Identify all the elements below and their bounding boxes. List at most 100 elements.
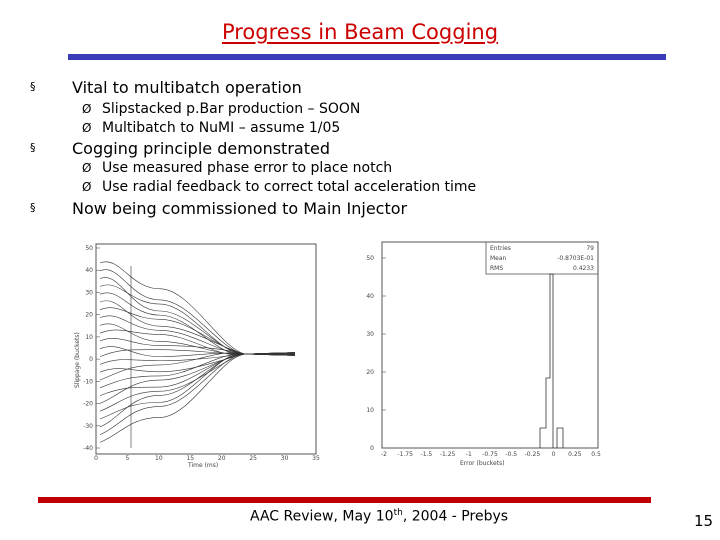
slippage-trajectory: [99, 353, 296, 412]
slippage-trajectory: [99, 269, 296, 355]
slippage-trajectory: [99, 261, 296, 355]
slippage-trajectory: [99, 292, 296, 355]
arrow-bullet-icon: Ø: [82, 121, 92, 135]
x-tick-label: -0.25: [525, 451, 541, 458]
histogram-bars: [539, 273, 564, 448]
slippage-trajectory: [99, 323, 296, 355]
bullet-text: Vital to multibatch operation: [72, 78, 302, 97]
stats-mean-label: Mean: [490, 255, 507, 262]
y-tick-labels: 50 40 30 20 10 0: [366, 255, 386, 452]
bullet-marker: §: [30, 201, 36, 214]
sub-bullet-text: Slipstacked p.Bar production – SOON: [102, 101, 361, 117]
slippage-trajectory: [99, 352, 296, 381]
x-tick-label: -1.5: [421, 451, 433, 458]
y-tick-label: 30: [85, 289, 93, 296]
x-tick-label: 30: [281, 455, 289, 462]
slippage-trajectory: [99, 307, 296, 355]
slippage-trajectory: [99, 353, 296, 404]
x-tick-label: -0.5: [505, 451, 517, 458]
x-tick-labels: 0 5 10 15 20 25 30 35: [94, 455, 320, 462]
sub-bullet-1-1: Ø Slipstacked p.Bar production – SOON: [82, 101, 360, 117]
slippage-trajectory: [99, 349, 296, 357]
slippage-trajectory: [99, 353, 296, 435]
y-tick-label: 0: [89, 356, 93, 363]
bullet-text: Now being commissioned to Main Injector: [72, 199, 408, 218]
stats-mean-value: -0.8703E-01: [557, 255, 594, 262]
slippage-trajectory: [99, 353, 296, 443]
slippage-curves: [99, 261, 296, 448]
arrow-bullet-icon: Ø: [82, 161, 92, 175]
sub-bullet-2-1: Ø Use measured phase error to place notch: [82, 160, 392, 176]
x-tick-label: 0: [552, 451, 556, 458]
stats-rms-value: 0.4233: [573, 265, 594, 272]
y-tick-label: 40: [366, 293, 374, 300]
stats-entries-value: 79: [586, 245, 594, 252]
footer-text: AAC Review, May 10th, 2004 - Prebys: [250, 508, 508, 525]
sub-bullet-text: Use radial feedback to correct total acc…: [102, 179, 477, 195]
sub-bullet-2-2: Ø Use radial feedback to correct total ac…: [82, 179, 476, 195]
sub-bullet-text: Use measured phase error to place notch: [102, 160, 393, 176]
x-axis-label: Time (ms): [187, 462, 218, 469]
x-tick-label: -0.75: [482, 451, 498, 458]
y-tick-label: 30: [366, 331, 374, 338]
x-tick-label: -2: [381, 451, 387, 458]
x-tick-label: 0.25: [568, 451, 582, 458]
x-tick-label: -1.25: [440, 451, 456, 458]
plot-frame: [95, 243, 317, 455]
x-tick-label: -1: [466, 451, 472, 458]
slippage-trajectory: [99, 300, 296, 355]
arrow-bullet-icon: Ø: [82, 180, 92, 194]
page-number: 15: [694, 512, 714, 530]
slippage-trajectory: [99, 352, 296, 389]
sub-bullet-text: Multibatch to NuMI – assume 1/05: [102, 120, 341, 136]
slippage-trajectory: [99, 353, 296, 428]
x-axis-label: Error (buckets): [460, 460, 505, 467]
y-tick-label: 40: [85, 267, 93, 274]
slippage-trajectory: [99, 338, 296, 355]
x-tick-labels: -2 -1.75 -1.5 -1.25 -1 -0.75 -0.5 -0.25 0 0.25 0.5: [381, 451, 601, 458]
y-tick-label: 10: [366, 407, 374, 414]
bullet-marker: §: [30, 80, 36, 93]
slippage-trajectory: [99, 329, 296, 356]
plot-frame: [381, 241, 599, 449]
y-tick-label: -20: [83, 401, 93, 408]
stats-box: Entries 79 Mean -0.8703E-01 RMS 0.4233: [485, 241, 599, 275]
x-tick-label: -1.75: [397, 451, 413, 458]
y-tick-label: 20: [366, 369, 374, 376]
slippage-trajectory: [99, 315, 296, 356]
y-tick-labels: 50 40 30 20 10 0 -10 -20 -30 -40: [83, 245, 100, 452]
footer-superscript: th: [393, 508, 403, 518]
footer-prefix: AAC Review, May 10: [250, 508, 394, 525]
slide-title: Progress in Beam Cogging: [221, 20, 499, 44]
title-underline-bar: [68, 54, 666, 60]
x-tick-label: 0: [94, 455, 98, 462]
error-histogram-plot: Entries 79 Mean -0.8703E-01 RMS 0.4233 5…: [366, 241, 601, 467]
slippage-trajectory: [99, 277, 296, 355]
x-tick-label: 20: [218, 455, 226, 462]
y-tick-label: 50: [85, 245, 93, 252]
histogram-outline: [539, 273, 554, 448]
y-tick-label: 50: [366, 255, 374, 262]
x-tick-label: 10: [155, 455, 163, 462]
slippage-trajectory: [99, 353, 296, 373]
x-tick-label: 0.5: [591, 451, 601, 458]
y-tick-label: -10: [83, 378, 93, 385]
x-tick-label: 5: [126, 455, 130, 462]
y-tick-label: 10: [85, 334, 93, 341]
slippage-vs-time-plot: 50 40 30 20 10 0 -10 -20 -30 -40 0 5 10 15 20 25 30 35 S…: [74, 243, 320, 469]
bullet-text: Cogging principle demonstrated: [72, 139, 330, 158]
x-tick-label: 35: [312, 455, 320, 462]
footer-bar: [38, 497, 651, 503]
slippage-trajectory: [99, 284, 296, 356]
sub-bullet-1-2: Ø Multibatch to NuMI – assume 1/05: [82, 120, 340, 136]
y-tick-label: -30: [83, 423, 93, 430]
x-tick-label: 15: [186, 455, 194, 462]
slippage-trajectory: [99, 353, 296, 396]
slippage-trajectory: [99, 352, 296, 420]
stats-entries-label: Entries: [490, 245, 511, 252]
slippage-trajectory: [99, 353, 296, 365]
y-tick-label: 20: [85, 312, 93, 319]
y-tick-label: 0: [370, 445, 374, 452]
bullet-marker: §: [30, 141, 36, 154]
arrow-bullet-icon: Ø: [82, 102, 92, 116]
